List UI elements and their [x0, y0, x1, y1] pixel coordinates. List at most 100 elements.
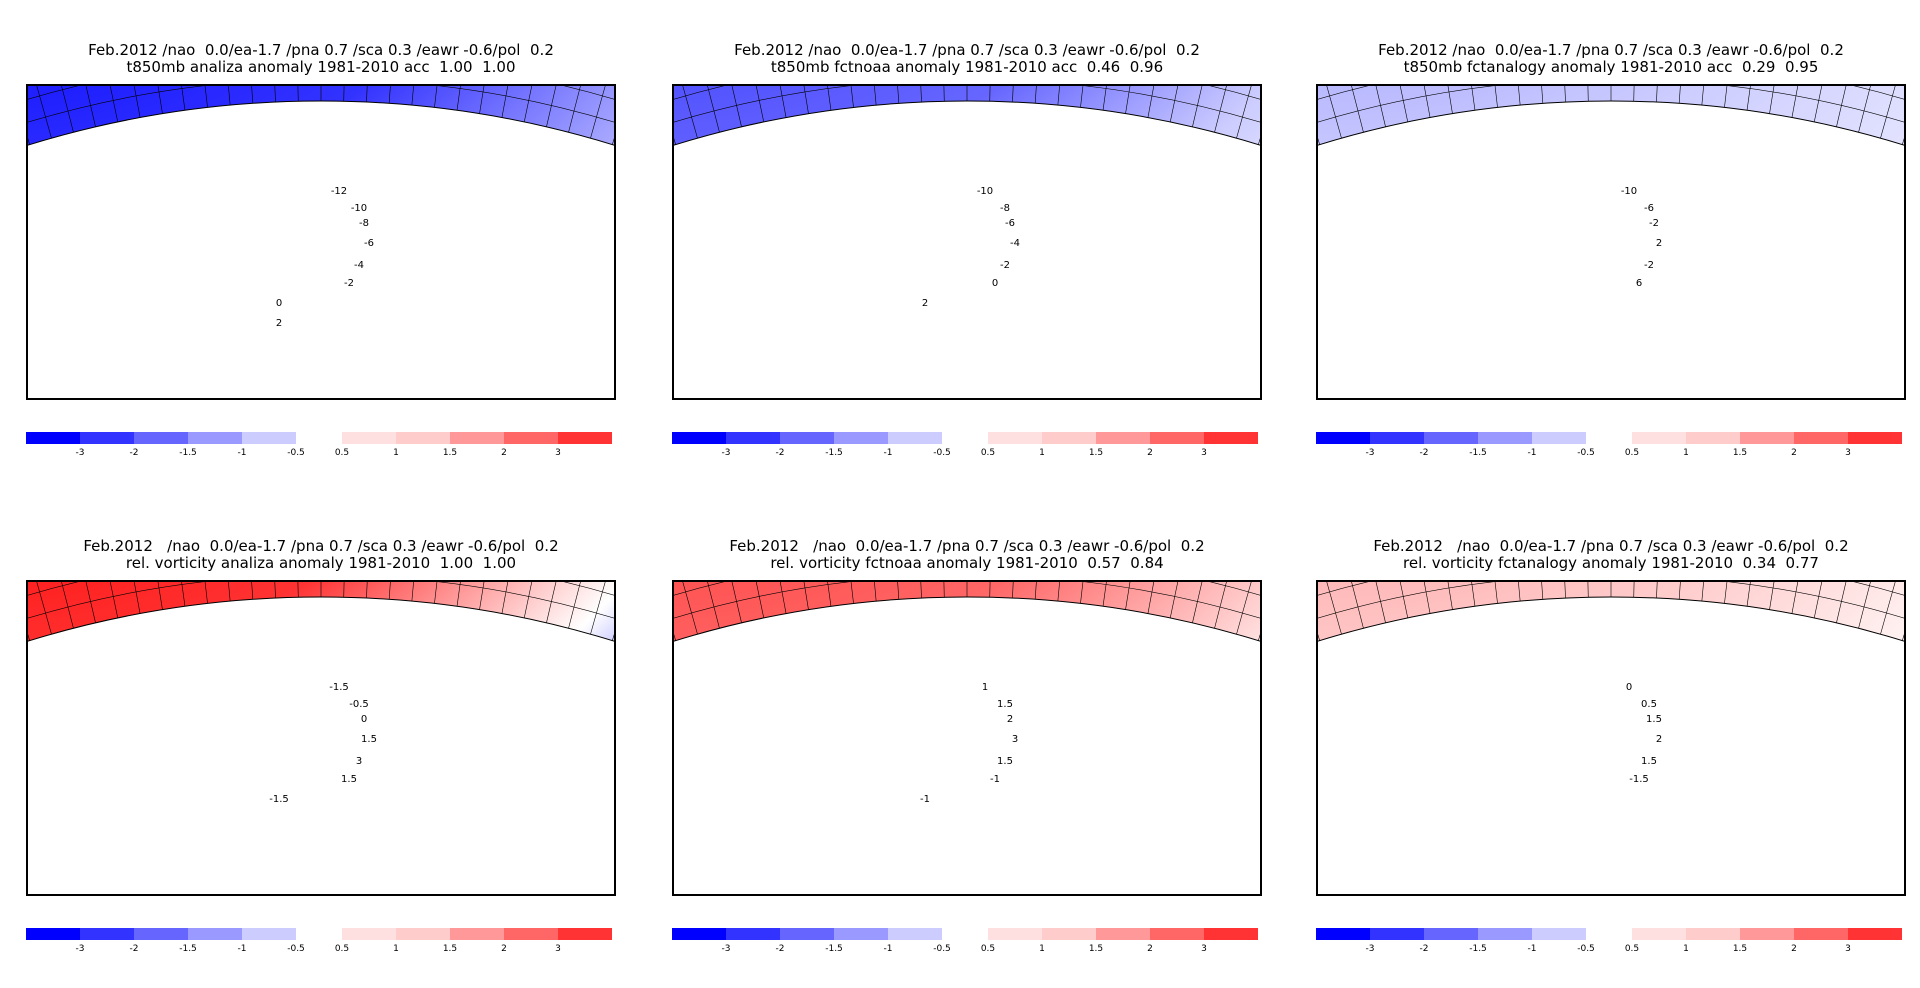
map-plot: 0 0.5 1.5 2 1.5 -1.5 — [1316, 580, 1906, 896]
contour-label-bg — [914, 793, 936, 805]
colorbar-tick-label: 1.5 — [442, 944, 458, 954]
panel-title-line2: rel. vorticity fctnoaa anomaly 1981-2010… — [770, 554, 1164, 572]
contour-label: 2 — [276, 318, 282, 329]
colorbar-tick-label: 3 — [1845, 944, 1851, 954]
colorbar-swatch-negative — [888, 928, 942, 940]
anomaly-field — [674, 86, 1260, 146]
contour-label: -12 — [331, 186, 347, 197]
contour-label-bg — [999, 713, 1021, 725]
contour-label-bg — [338, 773, 360, 785]
colorbar-swatch-positive — [1740, 432, 1794, 444]
colorbar-swatch-positive — [342, 432, 396, 444]
map-svg: -1.5-0.501.531.5-1.5 — [28, 582, 614, 872]
colorbar-swatch-positive — [1632, 928, 1686, 940]
contour-label: -8 — [1000, 203, 1010, 214]
colorbar-tick-label: -0.5 — [1577, 944, 1595, 954]
colorbar-swatch-positive — [342, 928, 396, 940]
contour-label-bg — [338, 277, 360, 289]
contour-label-bg — [1638, 755, 1660, 767]
colorbar-tick-label: 3 — [1201, 944, 1207, 954]
colorbar-tick-label: -2 — [775, 944, 785, 954]
colorbar-swatch-positive — [1042, 928, 1096, 940]
colorbar-tick-label: -3 — [1365, 944, 1375, 954]
colorbar-tick-label: 3 — [555, 944, 561, 954]
graticule — [1318, 86, 1904, 145]
colorbar-tick-label: -1 — [237, 944, 247, 954]
map-panel: Feb.2012 /nao 0.0/ea-1.7 /pna 0.7 /sca 0… — [672, 538, 1262, 968]
contour-label-bg — [1648, 237, 1670, 249]
anomaly-field — [1318, 86, 1904, 146]
contour-label: 1.5 — [361, 734, 377, 745]
colorbar-tick-label: -1 — [237, 448, 247, 458]
contour-label: -2 — [1644, 260, 1654, 271]
map-plot: -10 -6 -2 2 -2 6 — [1316, 84, 1906, 400]
colorbar-tick-label: -1 — [1527, 944, 1537, 954]
contour-label-bg — [984, 773, 1006, 785]
contour-label: 3 — [356, 756, 362, 767]
colorbar-swatch-positive — [988, 432, 1042, 444]
colorbar-tick-label: -3 — [75, 448, 85, 458]
contour-label: -8 — [359, 218, 369, 229]
colorbar-swatch-negative — [242, 432, 296, 444]
contour-label-bg — [1004, 733, 1026, 745]
graticule — [1318, 582, 1904, 641]
colorbar-tick-label: 2 — [1791, 944, 1797, 954]
contour-label-bg — [1618, 681, 1640, 693]
contour-label-bg — [974, 185, 996, 197]
contour-label-bg — [1628, 277, 1650, 289]
colorbar-swatch-negative — [780, 928, 834, 940]
contour-label-bg — [984, 277, 1006, 289]
colorbar-swatch-negative — [834, 928, 888, 940]
contour-label: 2 — [1656, 734, 1662, 745]
coastlines — [754, 169, 1141, 396]
colorbar-swatch-negative — [1478, 432, 1532, 444]
colorbar-tick-label: 0.5 — [980, 448, 996, 458]
contour-label-bg — [1648, 733, 1670, 745]
contour-label-bg — [328, 185, 350, 197]
colorbar-swatch-negative — [1424, 432, 1478, 444]
contour-label: 3 — [1012, 734, 1018, 745]
map-svg: 0 0.5 1.5 2 1.5 -1.5 — [1318, 582, 1904, 785]
colorbar-swatch-negative — [1316, 928, 1370, 940]
colorbar-tick-label: -2 — [129, 944, 139, 954]
colorbar-swatch-positive — [1150, 432, 1204, 444]
panel-title-line1: Feb.2012 /nao 0.0/ea-1.7 /pna 0.7 /sca 0… — [88, 41, 554, 59]
contours — [28, 211, 614, 376]
map-svg: -12 -10 -8 -6-4-2 0 2 — [28, 86, 614, 376]
anomaly-field — [28, 86, 614, 146]
map-panel: Feb.2012 /nao 0.0/ea-1.7 /pna 0.7 /sca 0… — [26, 538, 616, 968]
contours — [28, 707, 614, 872]
colorbar-swatch-negative — [188, 432, 242, 444]
graticule — [674, 582, 1260, 641]
colorbar-swatch-negative — [242, 928, 296, 940]
colorbar-swatch-positive — [396, 928, 450, 940]
contour-label: 1 — [982, 682, 988, 693]
colorbar-swatch-negative — [80, 432, 134, 444]
colorbar-tick-label: 1 — [1039, 448, 1045, 458]
panel-title-line1: Feb.2012 /nao 0.0/ea-1.7 /pna 0.7 /sca 0… — [734, 41, 1200, 59]
contour-label: -1 — [920, 794, 930, 805]
colorbar-tick-label: -1 — [883, 448, 893, 458]
contour-label-bg — [994, 698, 1016, 710]
anomaly-field — [28, 582, 614, 642]
colorbar-swatch-negative — [188, 928, 242, 940]
contour-label: -1 — [990, 774, 1000, 785]
colorbar-tick-label: -3 — [721, 944, 731, 954]
contour-label-bg — [348, 259, 370, 271]
contour-label: -1.5 — [269, 794, 289, 805]
colorbar: -3 -2 -1.5 -1 -0.5 0.5 1 1.5 2 3 — [26, 928, 612, 960]
colorbar-tick-label: 1.5 — [442, 448, 458, 458]
contour-label: 1.5 — [997, 699, 1013, 710]
contours — [1318, 211, 1904, 376]
colorbar-swatch-negative — [726, 432, 780, 444]
colorbar-swatch-negative — [80, 928, 134, 940]
map-plot: -12 -10 -8 -6 -4 -2 0 2 — [26, 84, 616, 400]
colorbar-tick-label: -0.5 — [1577, 448, 1595, 458]
colorbar-tick-label: -1.5 — [1469, 944, 1487, 954]
colorbar-swatch-positive — [1096, 432, 1150, 444]
colorbar-tick-label: 0.5 — [334, 448, 350, 458]
contour-label: -1.5 — [1629, 774, 1649, 785]
colorbar: -3 -2 -1.5 -1 -0.5 0.5 1 1.5 2 3 — [672, 928, 1258, 960]
contour-label: -10 — [351, 203, 367, 214]
colorbar-swatch-positive — [1204, 432, 1258, 444]
